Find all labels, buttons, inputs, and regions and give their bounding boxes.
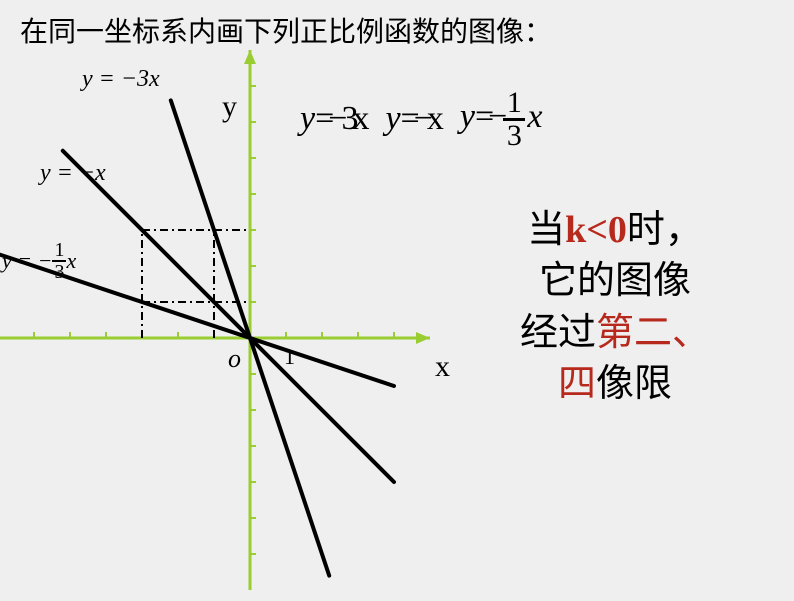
- line-c-denominator: 3: [54, 262, 64, 282]
- equation-3: y=− 1 3 x: [460, 88, 543, 151]
- stmt-1a: 当: [527, 209, 565, 251]
- line-label-a: y = −3x: [82, 66, 160, 93]
- page-title: 在同一坐标系内画下列正比例函数的图像：: [20, 10, 552, 50]
- stmt-2: 它的图像: [440, 256, 790, 307]
- stmt-1c: 时，: [627, 209, 703, 251]
- line-c-suffix: x: [66, 250, 76, 272]
- line-label-c: y = − 1 3 x: [2, 240, 76, 282]
- line-c-numerator: 1: [54, 240, 64, 260]
- eq3-numerator: 1: [507, 88, 522, 118]
- stmt-4b: 像限: [596, 363, 672, 405]
- equation-2: y=−x: [385, 100, 437, 138]
- stmt-3a: 经过: [520, 312, 596, 354]
- stmt-4a: 四: [558, 363, 596, 405]
- line-c-prefix: y = −: [2, 250, 52, 272]
- equation-1: y=−3x: [300, 100, 363, 138]
- stmt-3b: 第二、: [596, 312, 710, 354]
- eq3-denominator: 3: [507, 121, 522, 151]
- line-label-b: y = −x: [40, 160, 106, 187]
- statement-text: 当k<0时， 它的图像 经过第二、 四像限: [440, 205, 790, 410]
- y-axis-label: y: [222, 90, 237, 124]
- equation-row: y=−3x y=−x y=− 1 3 x: [300, 88, 542, 151]
- origin-label: o: [228, 344, 241, 374]
- stmt-k: k<0: [565, 209, 627, 251]
- tick-label-1: 1: [284, 344, 295, 370]
